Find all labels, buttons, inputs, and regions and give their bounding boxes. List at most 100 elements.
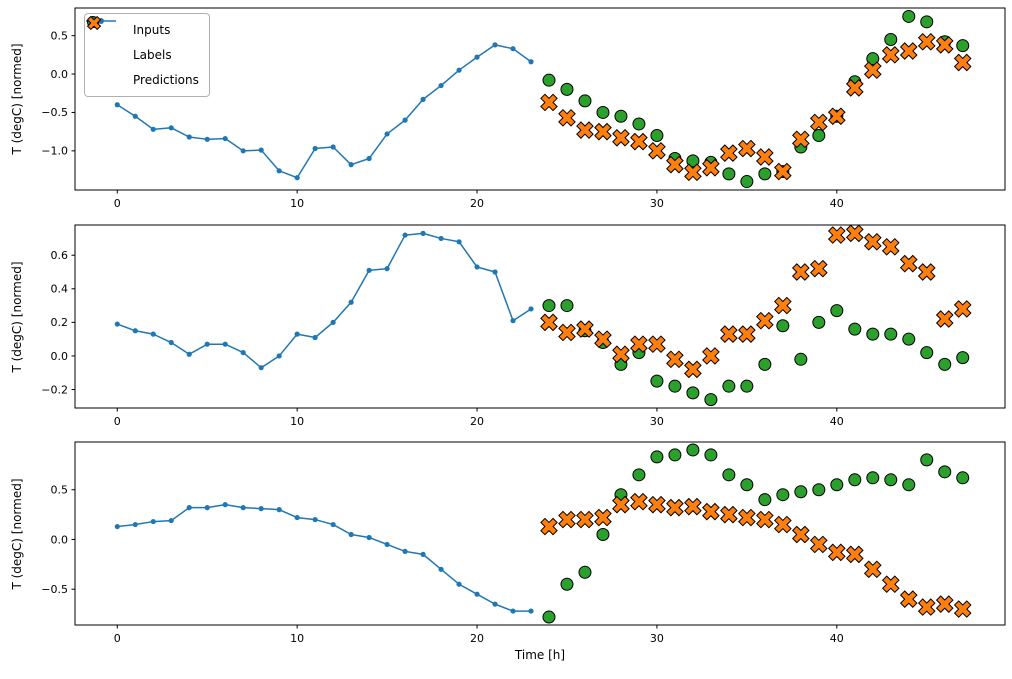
label-marker [920, 453, 934, 467]
inputs-dot [294, 175, 300, 181]
prediction-marker [594, 330, 612, 349]
inputs-dot [294, 331, 300, 337]
inputs-dot [294, 514, 300, 521]
label-marker [848, 473, 862, 487]
inputs-dot [384, 541, 390, 548]
y-axis-label-bottom: T (degC) [normed] [10, 478, 24, 590]
inputs-dot [168, 339, 174, 346]
prediction-marker [738, 325, 756, 343]
x-tick-label: 0 [114, 632, 121, 645]
prediction-marker [630, 132, 648, 151]
y-tick-label: −0.5 [41, 583, 68, 596]
label-marker [596, 105, 610, 119]
prediction-marker [576, 121, 594, 139]
label-marker [758, 493, 772, 507]
x-tick-label: 20 [470, 197, 484, 210]
x-tick-label: 10 [290, 197, 304, 210]
label-marker [542, 610, 556, 624]
label-marker [884, 473, 898, 487]
inputs-dot [258, 147, 264, 153]
y-tick-label: −0.5 [41, 106, 68, 119]
x-tick-label: 0 [114, 197, 121, 210]
axes-frame [74, 224, 1006, 409]
y-tick-label: 0.2 [51, 316, 69, 329]
prediction-marker [558, 510, 576, 529]
series-labels [542, 299, 970, 407]
x-axis-label: Time [h] [514, 648, 566, 662]
inputs-dot [204, 505, 210, 511]
prediction-marker [612, 495, 630, 514]
inputs-dot [420, 96, 426, 102]
label-marker [542, 299, 556, 313]
prediction-marker [684, 497, 702, 516]
label-marker [650, 450, 664, 464]
inputs-dot [330, 144, 336, 150]
label-marker [956, 471, 970, 485]
inputs-dot [348, 162, 354, 168]
prediction-marker [845, 545, 864, 564]
label-marker [542, 73, 556, 87]
prediction-marker [684, 360, 702, 379]
prediction-marker [953, 300, 972, 318]
series-labels [542, 9, 970, 189]
inputs-dot [402, 548, 408, 555]
label-marker [956, 351, 970, 365]
prediction-marker [666, 498, 684, 517]
inputs-dot [456, 239, 462, 245]
label-marker [686, 154, 700, 168]
inputs-dot [402, 232, 408, 238]
prediction-marker [899, 254, 918, 273]
y-axis-label-middle: T (degC) [normed] [10, 261, 24, 373]
label-marker [722, 167, 736, 181]
label-marker [794, 485, 808, 499]
inputs-dot [492, 601, 498, 607]
inputs-line [117, 232, 532, 369]
inputs-dot [132, 113, 138, 119]
inputs-dot [474, 591, 480, 597]
prediction-marker [540, 517, 558, 536]
prediction-marker [845, 224, 864, 243]
legend-label-labels: Labels [133, 48, 172, 62]
y-tick-label: −0.2 [41, 383, 68, 396]
prediction-marker [774, 296, 792, 315]
inputs-dot [384, 131, 390, 137]
inputs-dot [330, 319, 336, 325]
prediction-marker [791, 263, 810, 281]
prediction-marker [756, 510, 774, 529]
inputs-dot [492, 42, 498, 48]
x-tick-label: 30 [650, 632, 664, 645]
label-marker [812, 128, 826, 142]
legend: Inputs Labels Predictions [84, 13, 210, 97]
inputs-dot [150, 518, 156, 525]
label-marker [812, 483, 826, 497]
y-tick-label: 0.6 [51, 249, 69, 262]
label-marker [596, 527, 610, 541]
inputs-dot [240, 148, 246, 154]
prediction-marker [809, 535, 828, 554]
label-marker [848, 322, 862, 336]
prediction-marker [827, 543, 846, 562]
inputs-dot [438, 82, 444, 89]
label-marker [866, 327, 880, 341]
inputs-dot [204, 136, 210, 142]
series-predictions [540, 32, 972, 182]
prediction-marker [720, 144, 738, 162]
inputs-dot [312, 516, 318, 523]
prediction-marker [594, 122, 612, 141]
label-marker [560, 299, 574, 313]
label-marker [758, 167, 772, 181]
inputs-dot [456, 67, 462, 73]
inputs-dot [168, 517, 174, 524]
inputs-dot [312, 145, 318, 152]
inputs-dot [276, 353, 282, 359]
label-marker [920, 346, 934, 360]
y-tick-label: 0.0 [51, 533, 69, 546]
prediction-marker [702, 502, 720, 521]
x-tick-label: 40 [830, 197, 844, 210]
prediction-marker [612, 345, 630, 364]
y-axis-label-top: T (degC) [normed] [10, 43, 24, 155]
prediction-marker [738, 139, 756, 158]
inputs-dot [528, 608, 534, 614]
prediction-marker [774, 162, 792, 181]
label-marker [758, 357, 772, 371]
